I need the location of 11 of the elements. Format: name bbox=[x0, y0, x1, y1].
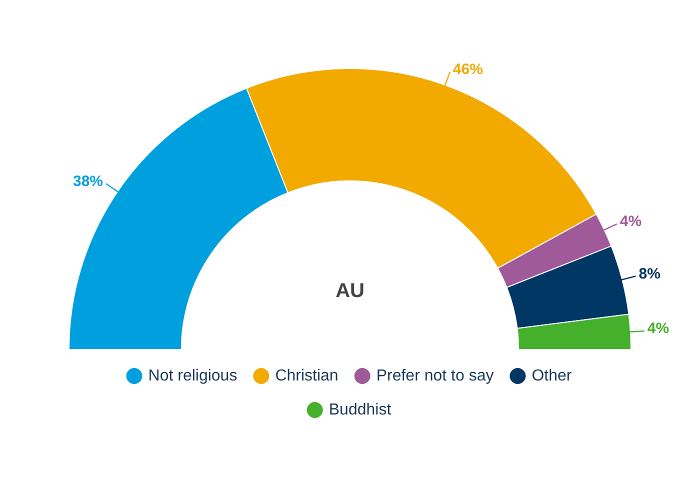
data-label: 38% bbox=[72, 172, 104, 190]
text: AU bbox=[336, 280, 364, 302]
legend-label: Christian bbox=[275, 367, 338, 384]
legend-label: Prefer not to say bbox=[376, 367, 494, 384]
data-label: 4% bbox=[620, 213, 642, 230]
legend-label: Other bbox=[532, 367, 572, 384]
data-label: 8% bbox=[638, 265, 660, 282]
data-label: 46% bbox=[452, 61, 483, 78]
legend-label: Buddhist bbox=[328, 401, 392, 418]
data-label: 4% bbox=[647, 320, 670, 338]
legend-label: Not religious bbox=[148, 367, 238, 384]
